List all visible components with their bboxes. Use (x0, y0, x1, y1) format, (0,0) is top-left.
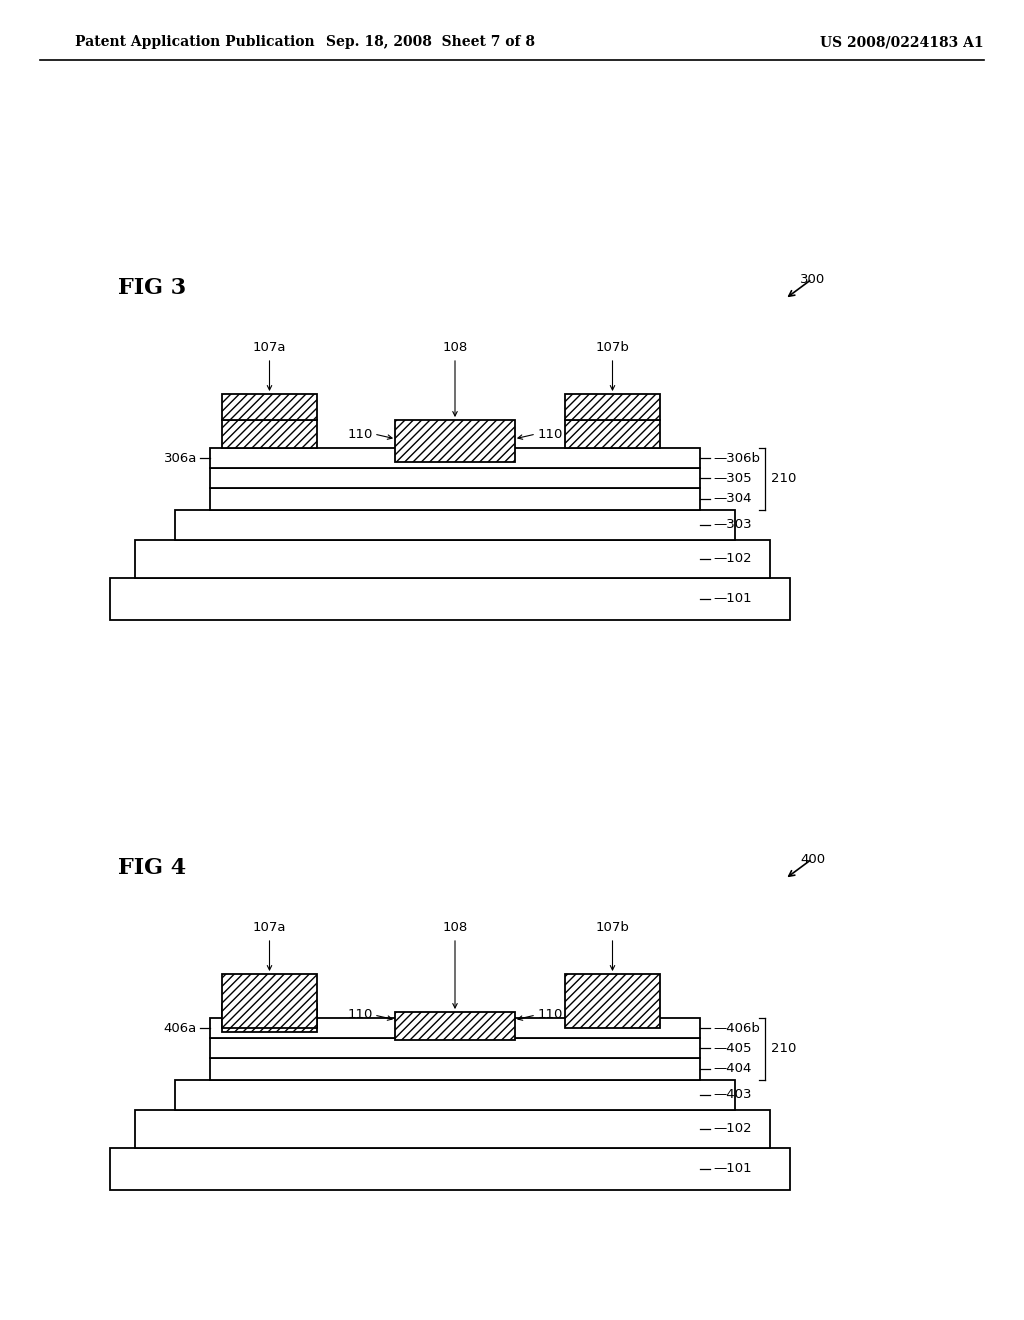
Text: Patent Application Publication: Patent Application Publication (75, 36, 314, 49)
Bar (135, 540, 770, 578)
Bar (210, 488, 700, 510)
Bar (395, 420, 515, 462)
Bar (110, 578, 790, 620)
Bar (110, 1148, 790, 1191)
Bar (565, 420, 660, 447)
Bar (135, 1110, 770, 1148)
Text: —304: —304 (713, 492, 752, 506)
Text: —101: —101 (713, 1163, 752, 1176)
Text: FIG 4: FIG 4 (118, 857, 186, 879)
Bar (210, 1018, 700, 1038)
Text: 107b: 107b (596, 341, 630, 354)
Text: —406b: —406b (713, 1022, 760, 1035)
Bar (222, 1005, 317, 1032)
Bar (175, 510, 735, 540)
Text: —403: —403 (713, 1089, 752, 1101)
Text: —102: —102 (713, 553, 752, 565)
Bar (222, 420, 317, 447)
Text: Sep. 18, 2008  Sheet 7 of 8: Sep. 18, 2008 Sheet 7 of 8 (326, 36, 535, 49)
Text: 300: 300 (800, 273, 825, 286)
Text: 110: 110 (538, 428, 562, 441)
Text: US 2008/0224183 A1: US 2008/0224183 A1 (820, 36, 984, 49)
Text: —101: —101 (713, 593, 752, 606)
Bar (565, 393, 660, 420)
Bar (210, 1038, 700, 1059)
Text: —404: —404 (713, 1063, 752, 1076)
Text: 110: 110 (347, 1008, 373, 1022)
Text: 400: 400 (800, 853, 825, 866)
Bar (395, 1012, 515, 1040)
Bar (210, 1059, 700, 1080)
Text: 107a: 107a (253, 341, 287, 354)
Text: 306a: 306a (164, 451, 197, 465)
Text: —102: —102 (713, 1122, 752, 1135)
Bar (175, 1080, 735, 1110)
Text: 406a: 406a (164, 1022, 197, 1035)
Text: 210: 210 (771, 473, 797, 486)
Bar (222, 974, 317, 1028)
Text: 108: 108 (442, 921, 468, 935)
Bar (565, 974, 660, 1028)
Text: —303: —303 (713, 519, 752, 532)
Bar (210, 447, 700, 469)
Bar (222, 393, 317, 420)
Text: 107a: 107a (253, 921, 287, 935)
Text: 110: 110 (347, 428, 373, 441)
Text: 108: 108 (442, 341, 468, 354)
Text: —305: —305 (713, 471, 752, 484)
Text: 210: 210 (771, 1043, 797, 1056)
Text: 107b: 107b (596, 921, 630, 935)
Text: —405: —405 (713, 1041, 752, 1055)
Text: FIG 3: FIG 3 (118, 277, 186, 300)
Bar (210, 469, 700, 488)
Text: 110: 110 (538, 1008, 562, 1022)
Text: —306b: —306b (713, 451, 760, 465)
